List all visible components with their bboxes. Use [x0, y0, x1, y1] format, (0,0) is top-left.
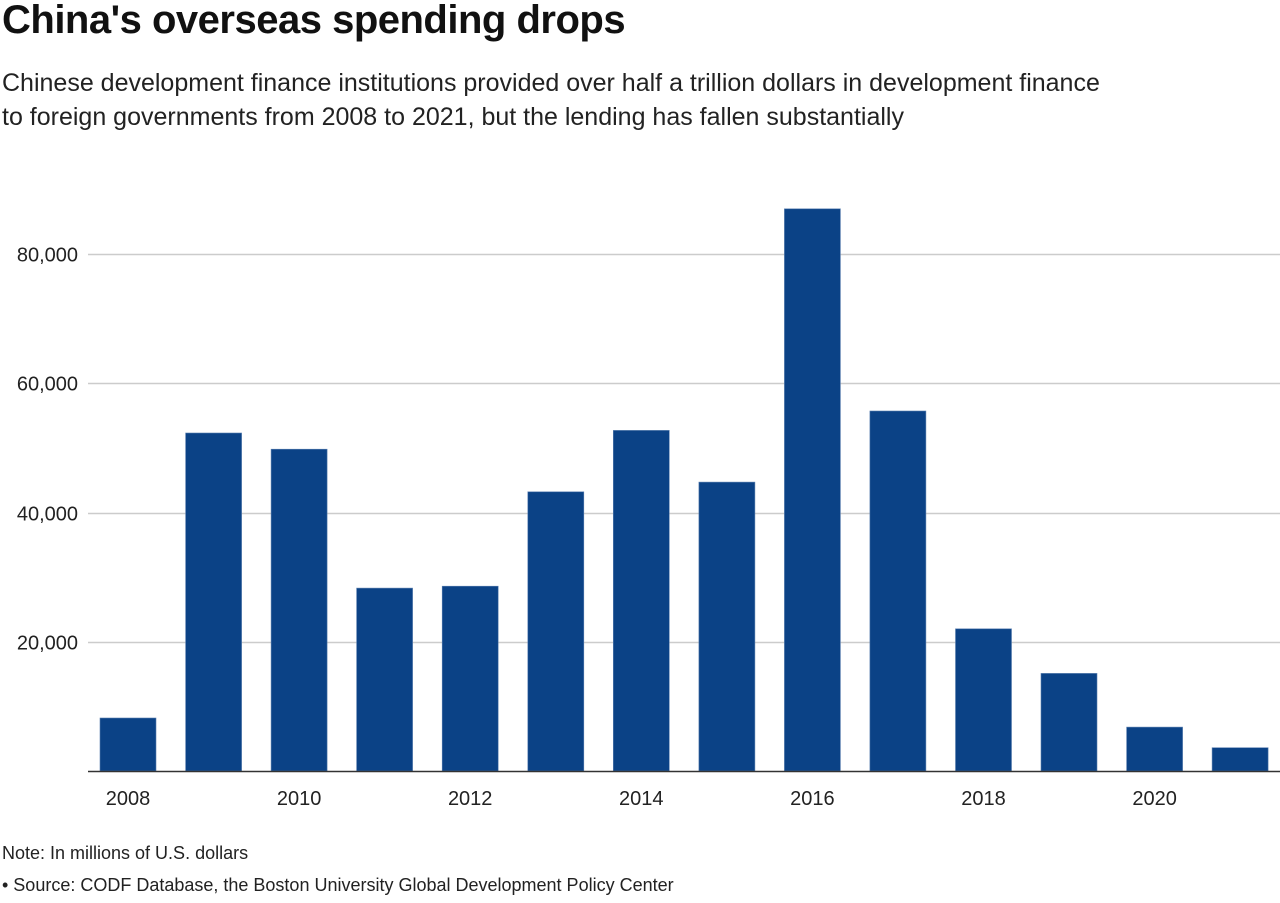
chart-note: Note: In millions of U.S. dollars [2, 843, 249, 863]
y-tick-label: 60,000 [17, 374, 78, 396]
bar-2013 [527, 491, 585, 772]
x-tick-label: 2014 [619, 788, 664, 810]
chart-subtitle: Chinese development finance institutions… [2, 66, 1280, 134]
bar-2011 [356, 587, 413, 772]
y-axis-ticks: 20,000 40,000 60,000 80,000 [17, 245, 78, 655]
bar-2018 [955, 628, 1012, 772]
gridlines [88, 253, 1280, 644]
x-tick-label: 2020 [1132, 788, 1177, 810]
bar-2009 [185, 432, 242, 772]
bar-2015 [698, 481, 756, 772]
bar-2008 [99, 717, 157, 772]
x-axis-ticks: 2008 2010 2012 2014 2016 2018 2020 [106, 788, 1177, 810]
y-tick-label: 20,000 [17, 633, 78, 655]
subtitle-line-1: Chinese development finance institutions… [2, 69, 1100, 97]
x-tick-label: 2012 [448, 788, 493, 810]
bar-2012 [441, 585, 499, 772]
bars [99, 208, 1269, 772]
y-tick-label: 40,000 [17, 504, 78, 526]
bar-2016 [784, 208, 841, 772]
x-tick-label: 2008 [106, 788, 151, 810]
subtitle-line-2: to foreign governments from 2008 to 2021… [2, 103, 904, 131]
x-tick-label: 2010 [277, 788, 322, 810]
x-tick-label: 2018 [961, 788, 1006, 810]
chart-title: China's overseas spending drops [2, 0, 626, 42]
bar-2014 [612, 430, 670, 772]
bar-2017 [869, 410, 927, 772]
bar-2021 [1211, 747, 1269, 772]
x-tick-label: 2016 [790, 788, 835, 810]
y-tick-label: 80,000 [17, 245, 78, 267]
bar-2010 [270, 448, 328, 772]
chart-source: • Source: CODF Database, the Boston Univ… [2, 875, 674, 895]
bar-2020 [1126, 726, 1183, 772]
bar-2019 [1040, 673, 1098, 772]
